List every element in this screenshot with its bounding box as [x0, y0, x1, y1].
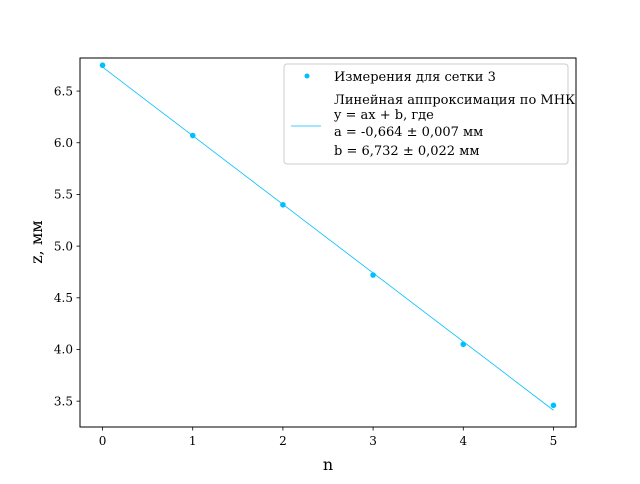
legend-entry-fit: Линейная аппроксимация по МНК	[334, 93, 575, 108]
x-tick-label: 0	[99, 434, 107, 448]
x-tick-label: 5	[550, 434, 558, 448]
x-tick-label: 4	[459, 434, 467, 448]
y-tick-label: 5.5	[54, 188, 73, 202]
legend-fit-coef-a: a = -0,664 ± 0,007 мм	[334, 125, 483, 140]
data-point	[280, 201, 286, 208]
legend-marker-points	[304, 73, 310, 79]
y-tick-label: 5.0	[54, 239, 73, 253]
data-point	[99, 62, 106, 69]
x-tick-label: 1	[189, 434, 197, 448]
x-tick-label: 3	[369, 434, 377, 448]
y-tick-label: 6.0	[54, 136, 73, 150]
x-axis-label: n	[323, 455, 333, 474]
y-tick-label: 4.0	[54, 343, 73, 357]
axes-frame	[79, 57, 577, 428]
data-point	[550, 402, 557, 409]
y-tick-label: 6.5	[54, 84, 73, 98]
y-axis: 3.5 4.0 4.5 5.0 5.5 6.0 6.5	[54, 84, 80, 408]
data-point	[370, 272, 376, 278]
y-axis-label: z, мм	[27, 220, 46, 264]
x-tick-label: 2	[279, 434, 287, 448]
legend-fit-coef-b: b = 6,732 ± 0,022 мм	[334, 144, 479, 159]
y-tick-label: 4.5	[54, 291, 73, 305]
data-point	[189, 132, 196, 139]
y-tick-label: 3.5	[54, 394, 73, 408]
legend-fit-equation: y = ax + b, где	[333, 108, 434, 123]
plot-area	[99, 62, 557, 411]
legend-entry-measurements: Измерения для сетки 3	[334, 70, 496, 85]
legend-box	[283, 63, 569, 165]
fit-line	[102, 66, 554, 411]
data-point	[460, 341, 467, 348]
x-axis: 0 1 2 3 4 5	[99, 427, 558, 448]
legend: Измерения для сетки 3 Линейная аппроксим…	[283, 63, 575, 165]
